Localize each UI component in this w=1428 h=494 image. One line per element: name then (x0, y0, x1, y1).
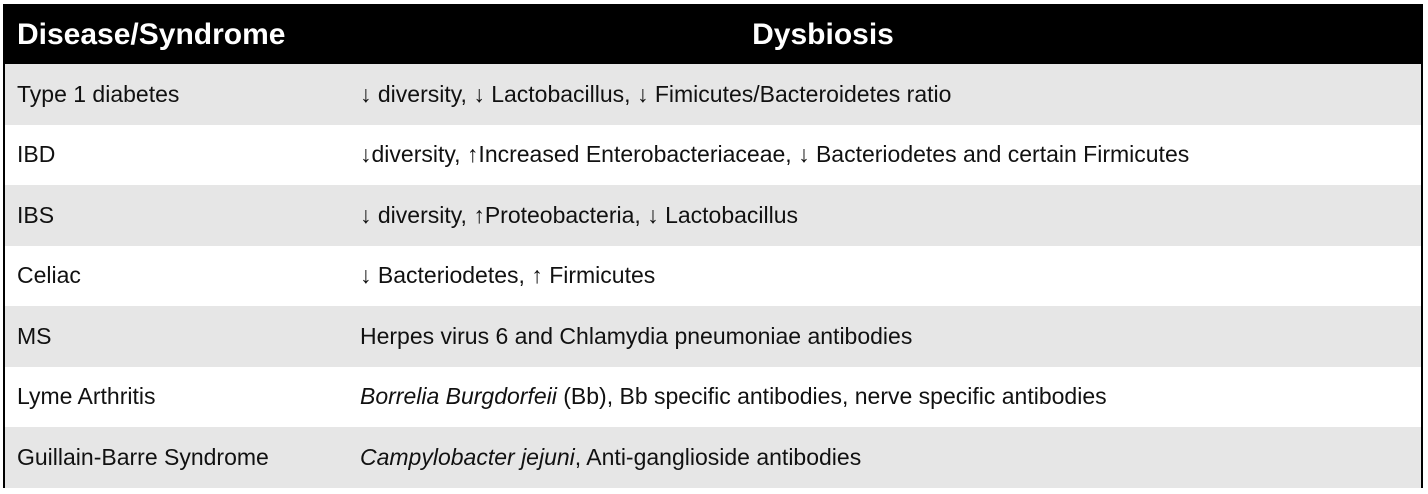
table-row: Type 1 diabetes ↓ diversity, ↓ Lactobaci… (5, 64, 1421, 125)
table-row: Lyme Arthritis Borrelia Burgdorfeii (Bb)… (5, 367, 1421, 428)
disease-cell: MS (17, 322, 52, 349)
dysbiosis-text: ↓ Bacteriodetes, ↑ Firmicutes (360, 262, 656, 289)
table-header-row: Disease/Syndrome Dysbiosis (5, 6, 1421, 64)
dysbiosis-cell: Campylobacter jejuni, Anti-ganglioside a… (360, 444, 1421, 471)
dysbiosis-text: ↓ diversity, ↑Proteobacteria, ↓ Lactobac… (360, 201, 799, 228)
dysbiosis-text: ↓diversity, ↑Increased Enterobacteriacea… (360, 141, 1190, 168)
disease-cell: Celiac (17, 262, 81, 289)
header-disease: Disease/Syndrome (17, 18, 286, 51)
table-row: IBS ↓ diversity, ↑Proteobacteria, ↓ Lact… (5, 185, 1421, 246)
table-row: Guillain-Barre Syndrome Campylobacter je… (5, 427, 1421, 488)
dysbiosis-text: (Bb), Bb specific antibodies, nerve spec… (556, 383, 1107, 410)
dysbiosis-cell: ↓ diversity, ↑Proteobacteria, ↓ Lactobac… (360, 202, 1421, 229)
dysbiosis-cell: ↓ Bacteriodetes, ↑ Firmicutes (360, 262, 1421, 289)
dysbiosis-italic: Borrelia Burgdorfeii (360, 383, 557, 410)
disease-cell: Type 1 diabetes (17, 80, 180, 107)
dysbiosis-text: ↓ diversity, ↓ Lactobacillus, ↓ Fimicute… (360, 80, 952, 107)
dysbiosis-cell: Herpes virus 6 and Chlamydia pneumoniae … (360, 323, 1421, 350)
dysbiosis-text: Herpes virus 6 and Chlamydia pneumoniae … (360, 322, 913, 349)
disease-dysbiosis-table: Disease/Syndrome Dysbiosis Type 1 diabet… (3, 4, 1423, 488)
disease-cell: Lyme Arthritis (17, 383, 156, 410)
table-row: IBD ↓diversity, ↑Increased Enterobacteri… (5, 125, 1421, 186)
dysbiosis-cell: ↓diversity, ↑Increased Enterobacteriacea… (360, 141, 1421, 168)
disease-cell: IBS (17, 201, 55, 228)
disease-cell: Guillain-Barre Syndrome (17, 443, 269, 470)
header-dysbiosis: Dysbiosis (752, 18, 894, 51)
dysbiosis-text: , Anti-ganglioside antibodies (574, 443, 862, 470)
dysbiosis-cell: Borrelia Burgdorfeii (Bb), Bb specific a… (360, 383, 1421, 410)
dysbiosis-italic: Campylobacter jejuni (360, 443, 575, 470)
disease-cell: IBD (17, 141, 56, 168)
dysbiosis-cell: ↓ diversity, ↓ Lactobacillus, ↓ Fimicute… (360, 81, 1421, 108)
table-row: Celiac ↓ Bacteriodetes, ↑ Firmicutes (5, 246, 1421, 307)
table-row: MS Herpes virus 6 and Chlamydia pneumoni… (5, 306, 1421, 367)
